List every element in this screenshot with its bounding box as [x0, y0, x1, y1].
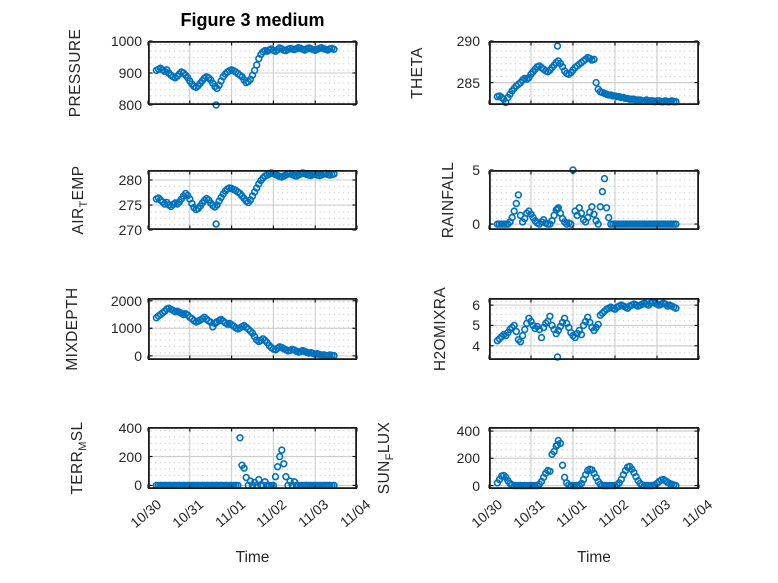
ylabel-h2omixra: H2OMIXRA [432, 286, 449, 372]
y-tick-label-air-temp: 275 [118, 197, 142, 213]
xlabel-time-right: Time [577, 549, 611, 566]
y-tick-label-terr-msl: 0 [134, 477, 142, 494]
x-tick-label: 11/03 [636, 496, 674, 531]
y-tick-label-pressure: 1000 [110, 33, 142, 49]
x-tick-label: 10/31 [168, 496, 207, 531]
plot-area-air-temp [147, 169, 358, 231]
y-tick-label-theta: 290 [456, 33, 480, 49]
scatter-markers-mixdepth [152, 304, 338, 360]
y-tick-label-rainfall: 0 [472, 216, 480, 233]
x-tick-label: 10/30 [468, 496, 506, 531]
y-tick-label-terr-msl: 400 [118, 419, 142, 436]
x-tick-label: 10/30 [127, 496, 165, 531]
plot-area-sun-flux [488, 426, 700, 490]
x-tick-label: 11/01 [211, 496, 248, 531]
scatter-markers-theta [493, 42, 680, 107]
plot-area-terr-msl [147, 426, 358, 490]
scatter-markers-h2omixra [493, 298, 680, 361]
y-tick-label-mixdepth: 1000 [110, 320, 142, 337]
plot-area-h2omixra [488, 297, 700, 361]
scatter-markers-rainfall [493, 166, 680, 228]
y-tick-label-h2omixra: 4 [472, 337, 480, 354]
y-tick-label-mixdepth: 2000 [110, 292, 142, 309]
y-tick-label-mixdepth: 0 [134, 347, 142, 364]
plot-area-mixdepth [147, 297, 358, 361]
y-tick-label-air-temp: 280 [118, 172, 142, 188]
y-tick-label-sun-flux: 400 [456, 423, 480, 440]
y-tick-label-rainfall: 5 [472, 162, 480, 178]
ylabel-theta: THETA [409, 47, 426, 99]
plot-area-rainfall [488, 166, 700, 231]
x-tick-label: 11/04 [336, 496, 374, 531]
x-tick-label: 11/04 [678, 496, 716, 531]
x-tick-label: 11/01 [552, 496, 590, 531]
plot-area-theta [488, 40, 700, 107]
figure-title: Figure 3 medium [180, 10, 325, 30]
x-tick-label: 11/02 [253, 496, 290, 531]
y-tick-label-terr-msl: 200 [118, 448, 142, 465]
ylabel-terr-msl: TERRMSL [69, 421, 90, 495]
y-tick-label-sun-flux: 200 [456, 450, 480, 467]
y-tick-label-air-temp: 270 [118, 222, 142, 238]
x-tick-label: 11/03 [295, 496, 332, 531]
ylabel-sun-flux: SUNFLUX [376, 421, 397, 495]
xlabel-time-left: Time [235, 549, 270, 566]
scatter-markers-air-temp [152, 169, 338, 228]
x-tick-label: 10/31 [510, 496, 548, 531]
y-tick-label-pressure: 900 [118, 65, 142, 81]
x-tick-label: 11/02 [594, 496, 632, 531]
y-tick-label-pressure: 800 [118, 97, 142, 113]
scatter-markers-sun-flux [493, 436, 680, 490]
y-tick-label-h2omixra: 6 [472, 297, 480, 314]
y-tick-label-sun-flux: 0 [472, 477, 480, 494]
y-tick-label-theta: 285 [456, 74, 480, 91]
plot-area-pressure [147, 40, 358, 109]
y-tick-label-h2omixra: 5 [472, 317, 480, 334]
